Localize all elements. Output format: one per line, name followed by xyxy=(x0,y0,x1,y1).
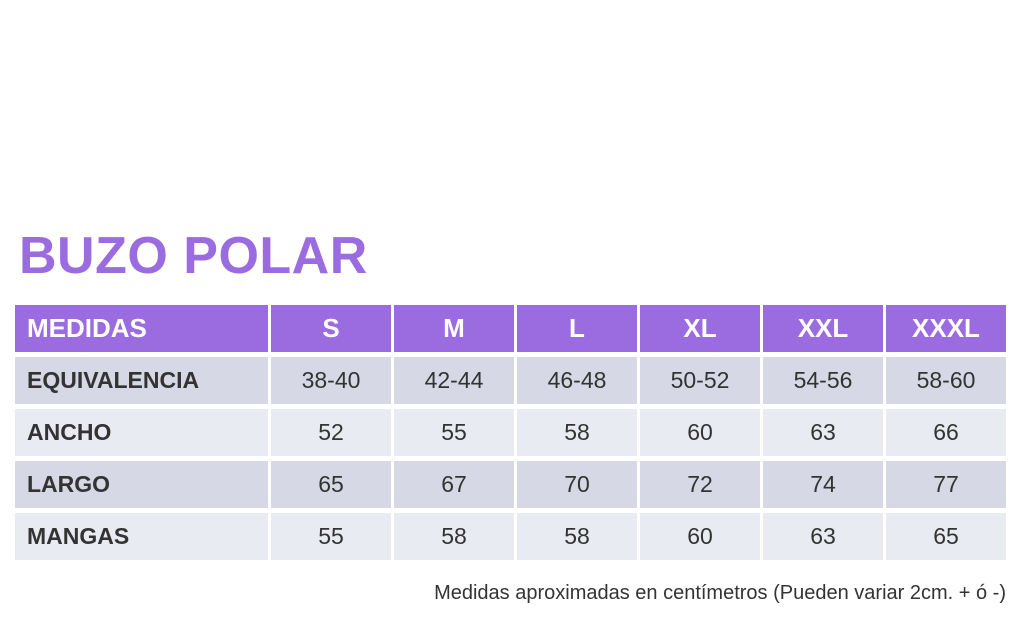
header-cell: S xyxy=(271,305,391,352)
table-cell: 58 xyxy=(394,513,514,560)
table-cell: 46-48 xyxy=(517,357,637,404)
table-cell: 72 xyxy=(640,461,760,508)
table-cell: 42-44 xyxy=(394,357,514,404)
table-cell: 55 xyxy=(394,409,514,456)
header-cell: XL xyxy=(640,305,760,352)
row-label: ANCHO xyxy=(15,409,268,456)
table-cell: 63 xyxy=(763,409,883,456)
row-label: LARGO xyxy=(15,461,268,508)
header-cell: M xyxy=(394,305,514,352)
size-table: MEDIDAS S M L XL XXL XXXL EQUIVALENCIA 38-40 42-4… xyxy=(15,305,1006,560)
header-cell: XXXL xyxy=(886,305,1006,352)
table-cell: 70 xyxy=(517,461,637,508)
table-cell: 65 xyxy=(271,461,391,508)
table-cell: 67 xyxy=(394,461,514,508)
table-cell: 50-52 xyxy=(640,357,760,404)
table-cell: 77 xyxy=(886,461,1006,508)
header-cell: L xyxy=(517,305,637,352)
table-cell: 58-60 xyxy=(886,357,1006,404)
table-cell: 63 xyxy=(763,513,883,560)
table-cell: 74 xyxy=(763,461,883,508)
table-cell: 60 xyxy=(640,513,760,560)
table-cell: 58 xyxy=(517,409,637,456)
row-label: EQUIVALENCIA xyxy=(15,357,268,404)
table-cell: 65 xyxy=(886,513,1006,560)
table-cell: 60 xyxy=(640,409,760,456)
table-cell: 38-40 xyxy=(271,357,391,404)
header-cell: MEDIDAS xyxy=(15,305,268,352)
row-label: MANGAS xyxy=(15,513,268,560)
title: BUZO POLAR xyxy=(19,227,368,285)
table-cell: 55 xyxy=(271,513,391,560)
note: Medidas aproximadas en centímetros (Pued… xyxy=(434,582,1006,604)
header-cell: XXL xyxy=(763,305,883,352)
table-cell: 66 xyxy=(886,409,1006,456)
table-cell: 58 xyxy=(517,513,637,560)
table-cell: 54-56 xyxy=(763,357,883,404)
table-cell: 52 xyxy=(271,409,391,456)
